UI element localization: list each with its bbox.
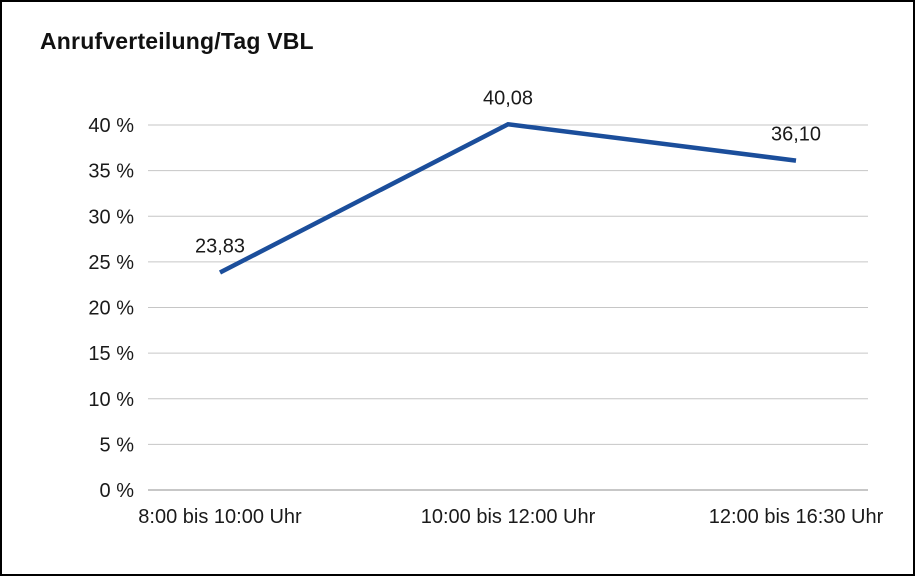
data-point-label: 23,83: [195, 236, 245, 258]
y-tick-label: 15 %: [88, 343, 134, 365]
y-tick-label: 20 %: [88, 298, 134, 320]
x-axis-label: 12:00 bis 16:30 Uhr: [709, 506, 884, 528]
chart-title: Anrufverteilung/Tag VBL: [40, 28, 314, 54]
y-tick-label: 5 %: [100, 434, 135, 456]
x-axis-label: 10:00 bis 12:00 Uhr: [421, 506, 596, 528]
y-tick-label: 10 %: [88, 389, 134, 411]
y-tick-label: 0 %: [100, 480, 135, 502]
data-line: [218, 121, 797, 275]
data-point-label: 40,08: [483, 87, 533, 109]
y-tick-label: 40 %: [88, 115, 134, 137]
y-tick-label: 25 %: [88, 252, 134, 274]
y-tick-label: 30 %: [88, 206, 134, 228]
y-tick-label: 35 %: [88, 161, 134, 183]
data-point-label: 36,10: [771, 124, 821, 146]
x-axis-label: 8:00 bis 10:00 Uhr: [138, 506, 302, 528]
